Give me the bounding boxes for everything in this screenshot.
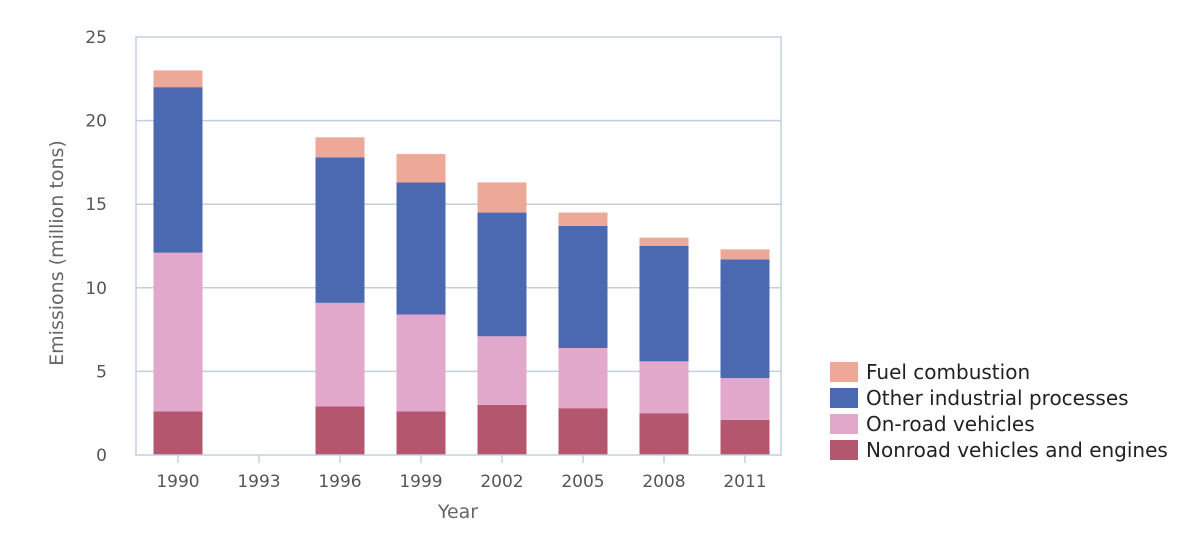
y-tick-label: 5: [96, 362, 107, 382]
bar-segment: [477, 182, 527, 213]
x-axis-ticks: 1990 1993 1996 1999 2002 2005 2008 2011: [156, 455, 767, 492]
legend-label: Other industrial processes: [866, 386, 1129, 410]
bar-segment: [720, 249, 770, 260]
x-tick-label: 2002: [480, 472, 523, 492]
x-tick-label: 1990: [156, 472, 199, 492]
y-tick-label: 0: [96, 446, 107, 466]
x-tick-label: 1999: [399, 472, 442, 492]
bar-segment: [720, 259, 770, 379]
bar-segment: [153, 87, 203, 253]
legend-swatch: [830, 388, 858, 408]
bar-segment: [558, 225, 608, 348]
bar-segment: [315, 137, 365, 158]
bar-segment: [396, 314, 446, 412]
x-tick-label: 2005: [561, 472, 604, 492]
y-tick-label: 25: [85, 28, 107, 48]
bar-segment: [720, 378, 770, 420]
bar-segment: [477, 212, 527, 337]
legend-swatch: [830, 362, 858, 382]
bar-segment: [396, 411, 446, 455]
plot-frame: [135, 36, 782, 456]
legend-swatch: [830, 414, 858, 434]
bar-segment: [720, 419, 770, 455]
bar-segment: [153, 252, 203, 412]
bar-segment: [153, 411, 203, 455]
bar-segment: [315, 157, 365, 303]
y-axis-title: Emissions (million tons): [46, 140, 68, 366]
bar-segment: [315, 406, 365, 455]
y-tick-label: 15: [85, 195, 107, 215]
bar-segment: [639, 361, 689, 414]
bar-segment: [558, 408, 608, 455]
bar-segment: [396, 154, 446, 183]
bar-segment: [315, 302, 365, 407]
x-tick-label: 2011: [723, 472, 766, 492]
y-tick-label: 20: [85, 112, 107, 132]
legend-label: Nonroad vehicles and engines: [866, 438, 1168, 462]
x-tick-label: 1993: [237, 472, 280, 492]
x-tick-label: 2008: [642, 472, 685, 492]
legend-swatch: [830, 440, 858, 460]
legend-label: On-road vehicles: [866, 412, 1035, 436]
x-tick-label: 1996: [318, 472, 361, 492]
y-tick-label: 10: [85, 279, 107, 299]
x-axis-title: Year: [437, 501, 478, 523]
bar-segment: [558, 347, 608, 409]
bar-segment: [639, 237, 689, 246]
bar-segment: [153, 70, 203, 88]
y-axis-ticks: 0 5 10 15 20 25: [85, 28, 107, 466]
bar-segment: [639, 413, 689, 455]
bar-segment: [477, 404, 527, 455]
bar-segment: [639, 246, 689, 362]
bar-segment: [477, 336, 527, 405]
legend-label: Fuel combustion: [866, 360, 1030, 384]
bars: [153, 70, 770, 455]
bar-segment: [396, 182, 446, 315]
bar-segment: [558, 212, 608, 226]
